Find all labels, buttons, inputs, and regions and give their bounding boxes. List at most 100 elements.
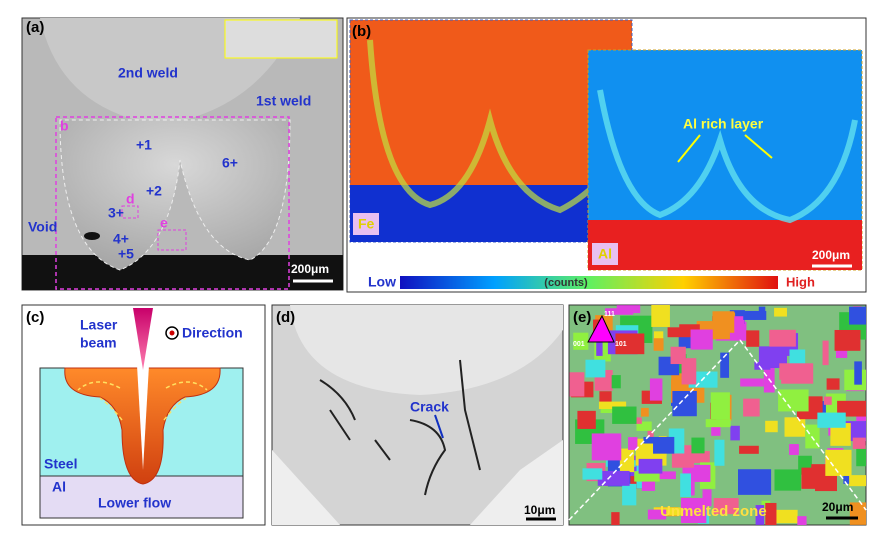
ipf-label: 001 — [573, 341, 585, 348]
grain — [681, 358, 697, 385]
grain — [653, 436, 675, 454]
grain — [653, 331, 664, 342]
label: beam — [80, 335, 117, 351]
annotation: Al rich layer — [683, 116, 764, 132]
grain — [651, 305, 670, 327]
label: b — [60, 118, 69, 134]
grain — [647, 430, 654, 442]
grain — [598, 401, 627, 410]
panel-a: (a) 2nd weld 1st weld b +1 +2 3+ 4+ +5 6… — [21, 17, 344, 291]
arrow — [434, 414, 444, 439]
panel-c: (c) Laser beam Direction Steel Al Lower … — [21, 304, 266, 526]
grain — [743, 398, 760, 417]
label: e — [160, 215, 168, 231]
grain — [569, 372, 585, 397]
box — [157, 229, 187, 251]
grain — [691, 437, 705, 454]
grain — [582, 468, 603, 480]
keyhole — [137, 365, 149, 470]
scale-bar-label: 10μm — [524, 503, 555, 517]
grain — [638, 458, 663, 474]
colorbar-label: High — [786, 274, 815, 289]
grain — [670, 346, 686, 365]
grain — [826, 378, 840, 390]
grain-region — [272, 440, 563, 525]
grain — [640, 407, 649, 417]
grain — [705, 419, 731, 428]
label: Direction — [182, 325, 243, 341]
crack — [319, 359, 481, 496]
grain — [774, 307, 787, 317]
label-bg — [353, 213, 379, 235]
scale-bar-label: 200μm — [812, 248, 850, 262]
grain — [830, 423, 851, 446]
grain — [784, 417, 806, 437]
grain — [720, 352, 730, 378]
grain — [585, 359, 606, 378]
ipf-legend — [587, 314, 615, 343]
grain — [667, 327, 693, 338]
grain — [730, 425, 740, 441]
grain — [755, 505, 765, 525]
grain — [683, 451, 710, 463]
label: Al — [598, 246, 612, 262]
fe-layer — [367, 39, 633, 214]
grain — [822, 340, 829, 366]
grain — [711, 424, 721, 436]
al-map-substrate — [588, 220, 862, 270]
colorbar-label: (counts) — [544, 277, 588, 289]
label: Fe — [358, 216, 375, 232]
point: 3+ — [108, 205, 124, 221]
colorbar — [400, 276, 778, 289]
panel-label: (d) — [276, 309, 295, 326]
grain — [647, 509, 667, 520]
label: Steel — [44, 456, 77, 472]
grain — [746, 330, 760, 347]
panel-label: (a) — [26, 19, 44, 36]
box — [55, 116, 290, 290]
panel-d: (d) Crack 10μm — [271, 304, 564, 526]
ipf-label: 101 — [615, 341, 627, 348]
grain — [611, 512, 620, 525]
grain — [612, 406, 637, 424]
colorbar-label: Low — [368, 274, 396, 290]
grain — [738, 469, 772, 495]
flow — [77, 381, 208, 421]
panel-label: (b) — [352, 23, 371, 40]
grain — [779, 363, 813, 380]
label: Lower flow — [98, 495, 171, 511]
grain — [615, 333, 645, 355]
grain — [758, 346, 787, 369]
grain — [653, 507, 681, 516]
grain — [789, 444, 799, 455]
grain — [596, 333, 603, 356]
grain — [774, 469, 802, 491]
grain — [573, 332, 589, 350]
grain — [769, 329, 796, 347]
grain — [774, 509, 798, 524]
label: Unmelted zone — [660, 503, 767, 520]
grain — [823, 396, 832, 405]
label: Crack — [410, 399, 449, 415]
point: 4+ — [113, 231, 129, 247]
grain — [778, 389, 809, 412]
label: Void — [28, 219, 57, 235]
grain-region — [290, 305, 563, 395]
direction-symbol — [169, 330, 175, 336]
grain — [743, 310, 767, 320]
label: Laser — [80, 317, 118, 333]
panel-label: (e) — [573, 309, 591, 326]
scale-bar-label: 20μm — [822, 500, 853, 514]
grain — [714, 439, 725, 466]
grain — [765, 420, 778, 433]
grain — [817, 412, 846, 428]
grain — [636, 421, 652, 431]
grain-mosaic — [569, 305, 866, 525]
point: +1 — [136, 137, 152, 153]
grain — [713, 498, 739, 515]
arrow — [677, 134, 701, 163]
grain — [690, 329, 713, 350]
grain — [591, 433, 622, 461]
grain — [611, 375, 621, 389]
